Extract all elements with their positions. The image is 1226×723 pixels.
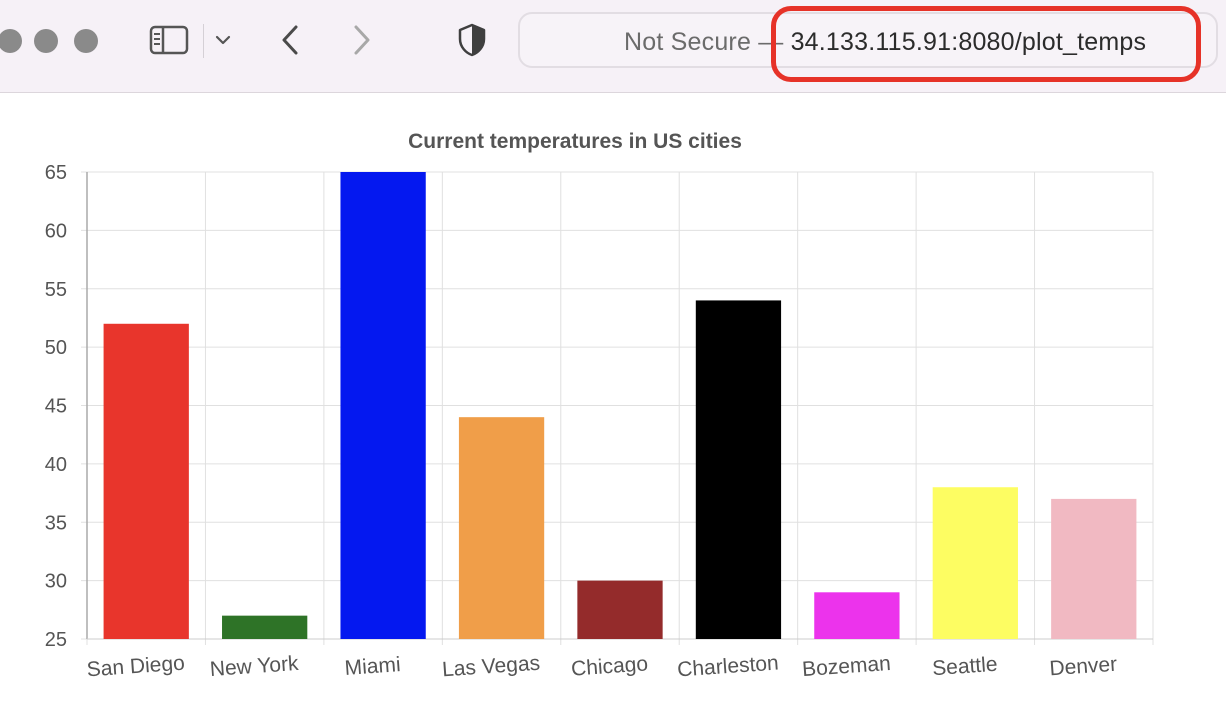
chart-area: Current temperatures in US cities 25 30 35 4… — [0, 93, 1226, 718]
browser-toolbar: Not Secure — 34.133.115.91:8080/plot_tem… — [0, 0, 1226, 93]
toolbar-divider — [203, 24, 204, 58]
bar-bozeman — [814, 592, 900, 639]
bar-charleston — [695, 300, 782, 639]
bar-new-york — [222, 615, 308, 639]
bar-san-diego — [103, 323, 189, 639]
x-tick-label: Charleston — [677, 652, 780, 682]
x-tick-label: Chicago — [570, 652, 648, 680]
y-tick-label: 60 — [45, 220, 67, 242]
chevron-left-icon — [282, 25, 298, 55]
url-text: 34.133.115.91:8080/plot_temps — [790, 28, 1147, 56]
y-tick-label: 65 — [45, 162, 67, 184]
privacy-report-button[interactable] — [452, 20, 492, 60]
address-bar[interactable]: Not Secure — 34.133.115.91:8080/plot_tem… — [518, 12, 1218, 68]
bar-las-vegas — [458, 417, 545, 639]
sidebar-dropdown-button[interactable] — [210, 20, 236, 60]
x-tick-label: Denver — [1049, 653, 1118, 681]
window-close-button[interactable] — [0, 29, 22, 53]
y-tick-label: 45 — [45, 396, 67, 418]
bar-miami — [340, 172, 426, 639]
forward-button[interactable] — [344, 20, 380, 60]
y-tick-label: 55 — [45, 279, 67, 301]
y-tick-label: 50 — [45, 337, 67, 359]
back-button[interactable] — [272, 20, 308, 60]
bar-seattle — [932, 487, 1018, 639]
x-tick-label: Bozeman — [801, 652, 891, 681]
window-minimize-button[interactable] — [34, 29, 58, 53]
y-tick-label: 35 — [45, 512, 67, 534]
address-text: Not Secure — 34.133.115.91:8080/plot_tem… — [624, 28, 1146, 57]
x-tick-label: New York — [209, 652, 300, 681]
y-tick-label: 25 — [45, 629, 67, 651]
x-tick-label: San Diego — [86, 652, 185, 682]
bar-chicago — [577, 580, 663, 639]
chevron-right-icon — [354, 25, 370, 55]
sidebar-toggle-button[interactable] — [146, 20, 192, 60]
x-tick-label: Las Vegas — [441, 652, 540, 682]
bar-chart: Current temperatures in US cities 25 30 35 4… — [45, 130, 1154, 682]
window-zoom-button[interactable] — [74, 29, 98, 53]
x-tick-label: Seattle — [931, 653, 998, 681]
sidebar-icon — [149, 25, 189, 55]
chart-title: Current temperatures in US cities — [408, 130, 742, 153]
shield-icon — [458, 23, 486, 57]
y-tick-label: 30 — [45, 571, 67, 593]
bar-denver — [1051, 498, 1137, 639]
security-label: Not Secure — [624, 28, 752, 56]
y-tick-label: 40 — [45, 454, 67, 476]
url-highlight-annotation — [771, 6, 1201, 82]
x-tick-label: Miami — [344, 653, 401, 680]
address-separator: — — [758, 28, 784, 56]
chevron-down-icon — [215, 35, 231, 45]
